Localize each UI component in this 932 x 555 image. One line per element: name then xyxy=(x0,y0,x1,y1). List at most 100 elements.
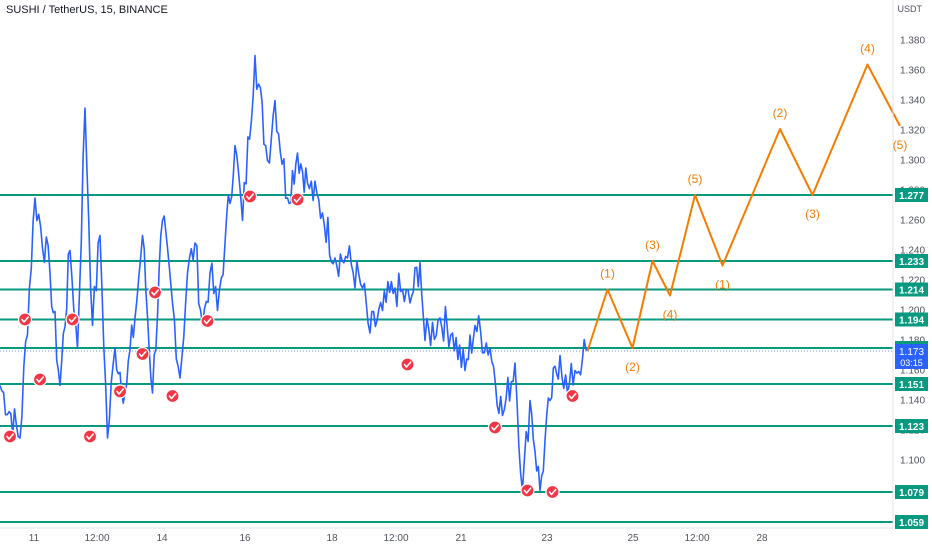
check-icon-circle xyxy=(17,312,33,327)
check-icon-mark xyxy=(203,317,212,325)
wave-label: (3) xyxy=(805,207,820,221)
time-tick-label: 11 xyxy=(29,533,40,544)
check-icon-circle xyxy=(545,484,560,500)
check-icon-circle xyxy=(487,420,503,435)
price-tick-label: 1.300 xyxy=(900,156,925,167)
price-tick-label: 1.100 xyxy=(900,456,925,467)
check-icon-mark xyxy=(116,388,124,395)
countdown-label: 03:15 xyxy=(900,358,923,368)
check-icon-circle xyxy=(135,346,150,362)
level-badge-label: 1.059 xyxy=(899,518,924,529)
check-icon-circle xyxy=(520,483,535,498)
check-icon-circle xyxy=(32,372,48,387)
projection-line xyxy=(586,63,901,352)
check-icon-mark xyxy=(403,361,412,368)
level-badge xyxy=(895,282,928,297)
wave-label: (1) xyxy=(600,267,615,281)
check-icon-circle xyxy=(200,313,215,329)
check-icon-mark xyxy=(138,350,147,358)
last-price-label: 1.173 xyxy=(899,347,924,358)
price-tick-label: 1.240 xyxy=(900,246,925,257)
check-icon xyxy=(165,388,180,404)
level-badge-label: 1.123 xyxy=(899,422,924,433)
symbol-title: SUSHI / TetherUS, 15, BINANCE xyxy=(6,4,168,16)
check-icon xyxy=(17,312,33,327)
time-tick-label: 25 xyxy=(627,533,639,544)
wave-label: (5) xyxy=(893,138,908,152)
price-tick-label: 1.200 xyxy=(900,306,925,317)
wave-label: (4) xyxy=(663,308,678,322)
time-tick-label: 12:00 xyxy=(383,533,408,544)
wave-label: (2) xyxy=(773,106,788,120)
wave-label: (4) xyxy=(860,42,875,56)
check-icon-circle xyxy=(82,429,98,444)
wave-label: (3) xyxy=(645,238,660,252)
last-price-badge xyxy=(895,344,928,369)
level-badge xyxy=(895,419,928,433)
level-badge xyxy=(895,515,928,529)
check-icon xyxy=(65,312,80,327)
check-icon xyxy=(82,429,98,444)
time-tick-label: 23 xyxy=(541,533,553,544)
check-icon-mark xyxy=(568,392,577,400)
check-icon-circle xyxy=(565,388,580,404)
projection-series: (1) (2) (3) (4) (5) (1) (2) (3) (4) (5) xyxy=(586,42,908,374)
check-icon xyxy=(242,189,258,204)
currency-label: USDT xyxy=(897,4,923,14)
time-tick-label: 16 xyxy=(239,533,251,544)
time-tick-label: 28 xyxy=(756,533,768,544)
check-icon-mark xyxy=(168,392,177,400)
check-icon-circle xyxy=(242,189,258,204)
check-icon-circle xyxy=(290,192,305,207)
check-icon xyxy=(545,484,560,500)
price-series xyxy=(0,54,589,492)
level-badge xyxy=(895,377,928,391)
level-badge-label: 1.151 xyxy=(899,380,924,391)
time-tick-label: 21 xyxy=(455,533,467,544)
check-icon-mark xyxy=(6,433,14,440)
time-tick-label: 18 xyxy=(326,533,338,544)
check-icon-circle xyxy=(2,429,18,444)
price-tick-label: 1.260 xyxy=(900,216,925,227)
wave-label: (1) xyxy=(715,278,730,292)
level-badge-label: 1.214 xyxy=(899,286,924,297)
level-badge-label: 1.277 xyxy=(899,191,924,202)
check-icon-mark xyxy=(68,316,77,323)
check-icon-mark xyxy=(246,193,254,200)
check-icon-mark xyxy=(523,487,532,494)
level-badges: 1.2771.2331.2141.1941.1751.1511.1231.079… xyxy=(895,188,928,529)
check-icon xyxy=(2,429,18,444)
level-badge-label: 1.233 xyxy=(899,257,924,268)
check-icon-circle xyxy=(400,357,415,372)
check-markers xyxy=(2,189,580,500)
check-icon xyxy=(200,313,215,329)
check-icon-circle xyxy=(112,384,128,399)
check-icon-mark xyxy=(151,289,159,296)
price-tick-label: 1.220 xyxy=(900,276,925,287)
check-icon xyxy=(112,384,128,399)
price-tick-label: 1.360 xyxy=(900,66,925,77)
wave-label: (2) xyxy=(625,360,640,374)
price-line xyxy=(0,54,589,492)
level-badge xyxy=(895,312,928,327)
check-icon xyxy=(290,192,305,207)
check-icon-mark xyxy=(491,424,499,431)
check-icon-mark xyxy=(21,316,29,323)
check-icon-mark xyxy=(36,376,44,383)
price-tick-label: 1.320 xyxy=(900,126,925,137)
price-tick-label: 1.160 xyxy=(900,366,925,377)
time-tick-label: 12:00 xyxy=(684,533,709,544)
level-badge-label: 1.079 xyxy=(899,488,924,499)
price-tick-label: 1.380 xyxy=(900,36,925,47)
check-icon-circle xyxy=(147,285,163,300)
time-axis: 11 12:00 14 16 18 12:00 21 23 25 12:00 28 xyxy=(0,527,893,544)
level-badge xyxy=(895,188,928,202)
check-icon xyxy=(32,372,48,387)
check-icon xyxy=(565,388,580,404)
time-tick-label: 14 xyxy=(156,533,168,544)
check-icon-circle xyxy=(65,312,80,327)
check-icon xyxy=(520,483,535,498)
